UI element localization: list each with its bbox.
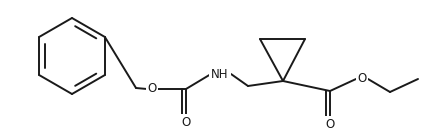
Text: NH: NH <box>211 68 229 81</box>
Text: O: O <box>181 116 191 129</box>
Text: O: O <box>325 118 335 131</box>
Text: O: O <box>148 83 156 96</box>
Text: O: O <box>357 72 367 85</box>
